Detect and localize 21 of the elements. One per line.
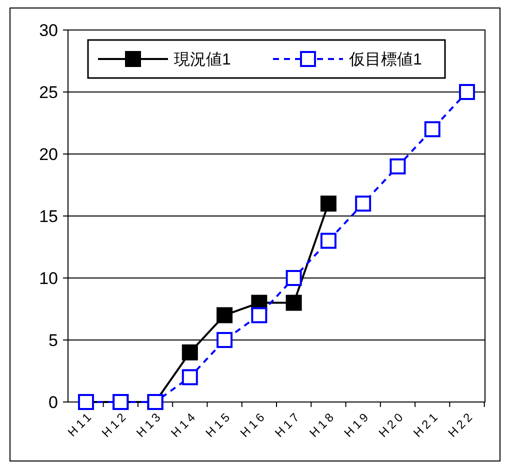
point bbox=[390, 158, 406, 174]
y-tick-label: 5 bbox=[48, 330, 58, 350]
point bbox=[216, 307, 233, 324]
y-tick-label: 15 bbox=[39, 206, 58, 226]
point bbox=[182, 369, 198, 386]
point bbox=[216, 332, 233, 348]
y-tick-label: 20 bbox=[39, 144, 58, 164]
point bbox=[320, 232, 336, 249]
point bbox=[320, 196, 336, 212]
legend-label: 仮目標値1 bbox=[348, 50, 422, 69]
point bbox=[355, 196, 372, 212]
y-tick-label: 30 bbox=[39, 20, 58, 40]
y-tick-label: 10 bbox=[39, 268, 58, 288]
y-tick-label: 0 bbox=[48, 392, 58, 412]
point bbox=[182, 344, 198, 360]
point bbox=[286, 294, 302, 311]
y-tick-label: 25 bbox=[39, 82, 58, 102]
point bbox=[424, 121, 440, 138]
point bbox=[286, 270, 302, 286]
point bbox=[251, 307, 268, 324]
legend-label: 現況値1 bbox=[174, 52, 231, 69]
